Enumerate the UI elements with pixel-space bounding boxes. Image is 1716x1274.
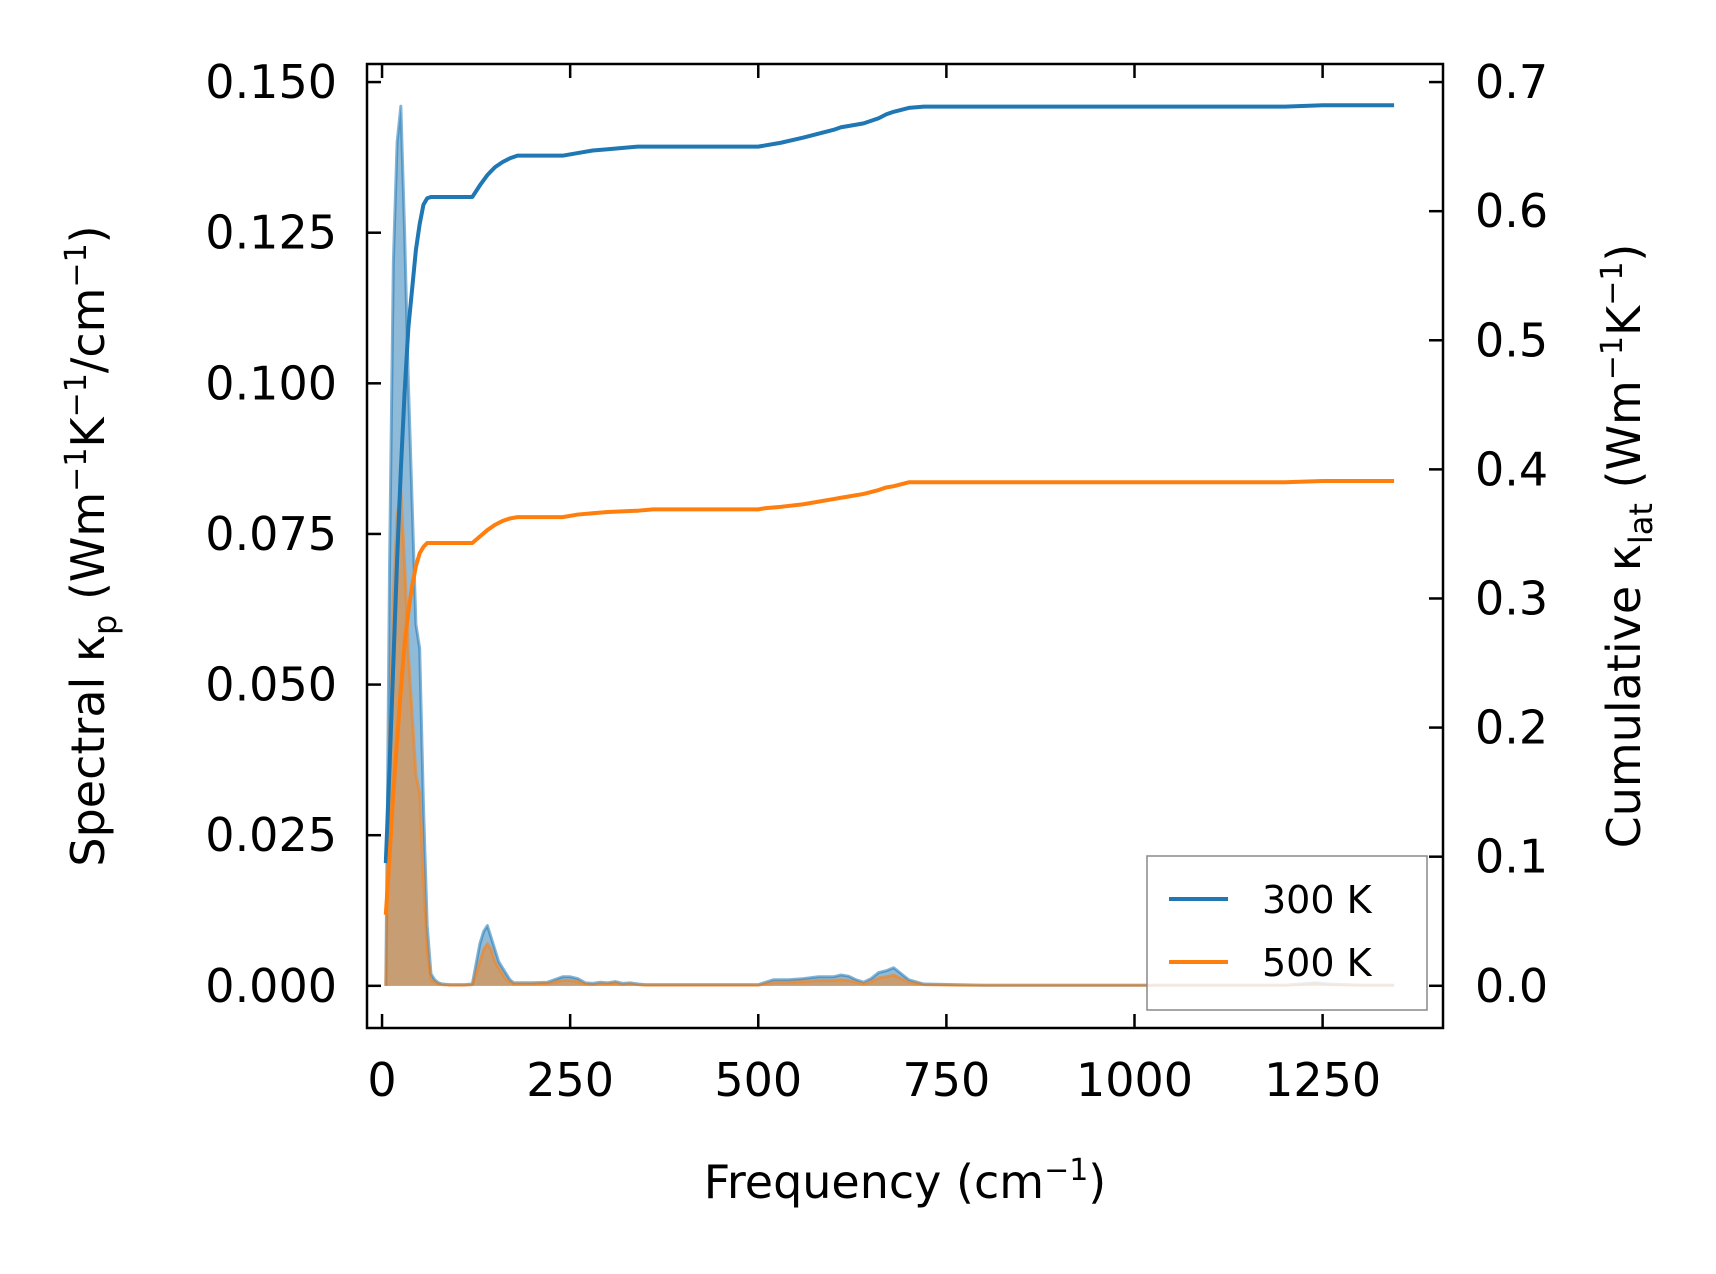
spectral-line-500k: [384, 490, 1395, 987]
legend-label-300k: 300 K: [1262, 878, 1373, 922]
left-y-axis-ticks: 0.000 0.025 0.050 0.075 0.100 0.125 0.150: [205, 55, 381, 1013]
cumulative-line-300k: [383, 103, 1395, 864]
x-axis-title: Frequency (cm−1): [704, 1153, 1107, 1209]
left-y-tick-label: 0.000: [205, 959, 337, 1013]
left-y-tick-label: 0.075: [205, 507, 337, 561]
legend-box: [1146, 855, 1428, 1011]
cumulative-line-500k: [383, 479, 1395, 915]
left-y-tick-label: 0.100: [205, 356, 337, 410]
x-tick-label: 1250: [1264, 1053, 1381, 1107]
x-tick-label: 750: [902, 1053, 990, 1107]
left-y-tick-label: 0.125: [205, 206, 337, 260]
spectral-line-layer: [384, 104, 1395, 987]
x-tick-label: 500: [714, 1053, 802, 1107]
x-axis-ticks: 0 250 500 750 1000 1250: [367, 64, 1381, 1107]
plot-frame: [365, 62, 1445, 1030]
x-tick-label: 1000: [1076, 1053, 1193, 1107]
left-y-axis-title: Spectral κp (Wm−1K−1/cm−1): [59, 225, 124, 866]
left-y-tick-label: 0.025: [205, 808, 337, 862]
left-y-tick-label: 0.150: [205, 55, 337, 109]
x-tick-label: 0: [367, 1053, 396, 1107]
right-y-tick-label: 0.3: [1475, 571, 1548, 625]
right-y-tick-label: 0.2: [1475, 701, 1548, 755]
right-y-tick-label: 0.4: [1475, 442, 1548, 496]
right-y-tick-label: 0.0: [1475, 959, 1548, 1013]
right-y-tick-label: 0.6: [1475, 184, 1548, 238]
right-y-tick-label: 0.7: [1475, 55, 1548, 109]
legend-label-500k: 500 K: [1262, 941, 1373, 985]
legend: 300 K 500 K: [1146, 855, 1428, 1011]
x-tick-label: 250: [526, 1053, 614, 1107]
right-y-tick-label: 0.1: [1475, 830, 1548, 884]
right-y-axis-title: Cumulative κlat (Wm−1K−1): [1595, 244, 1660, 849]
left-y-tick-label: 0.050: [205, 658, 337, 712]
cumulative-line-layer: [383, 103, 1395, 915]
right-y-axis-ticks: 0.0 0.1 0.2 0.3 0.4 0.5 0.6 0.7: [1429, 55, 1548, 1013]
right-y-tick-label: 0.5: [1475, 313, 1548, 367]
